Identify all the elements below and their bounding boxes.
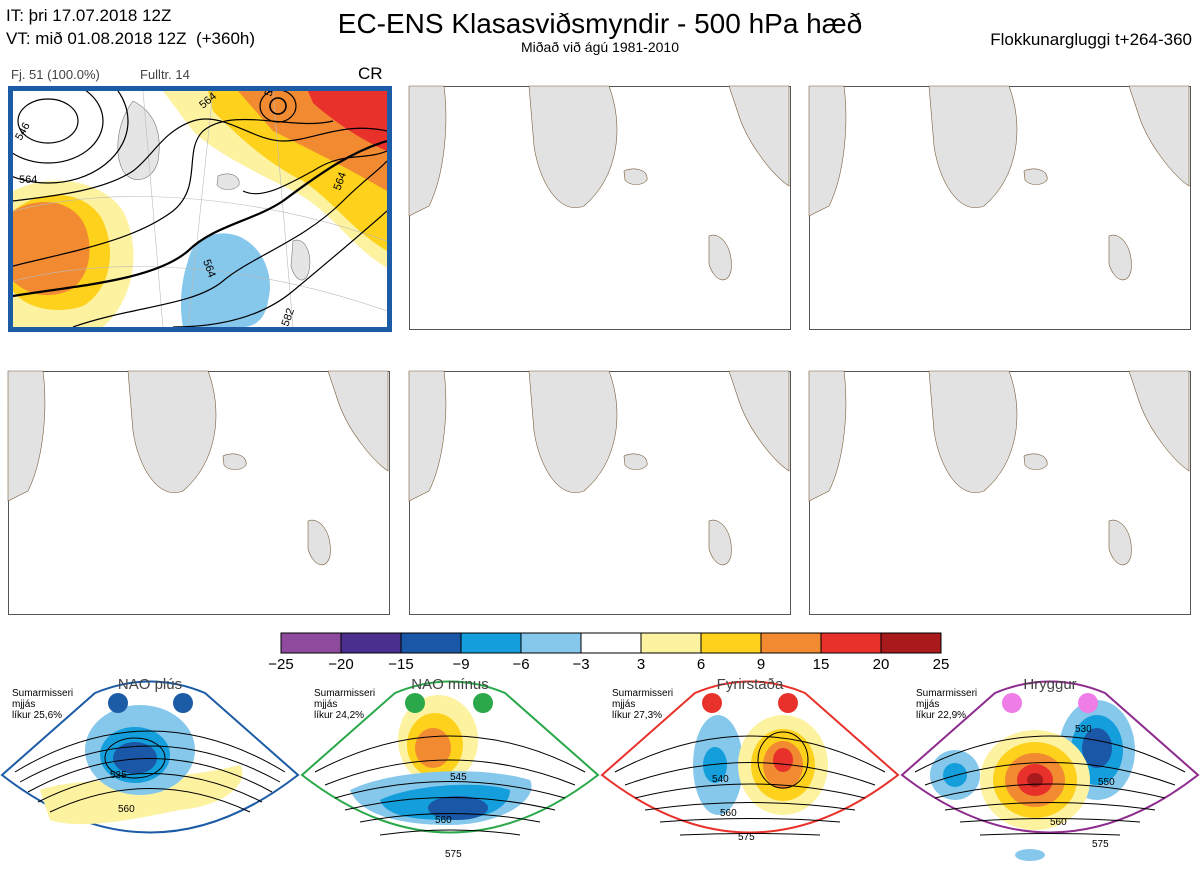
contour-label: 550 — [1098, 777, 1115, 788]
contour-label: 575 — [1092, 839, 1109, 850]
iceland-land — [216, 173, 240, 190]
contour-label: 560 — [720, 808, 737, 819]
colorbar-tick-label: −15 — [388, 656, 414, 673]
cluster-months: mjjás — [12, 699, 36, 710]
contour-label: 540 — [712, 774, 729, 785]
cluster-months: mjjás — [916, 699, 940, 710]
cluster-season: Sumarmisseri — [314, 688, 376, 699]
colorbar-tick-label: 6 — [696, 656, 706, 673]
cluster-season: Sumarmisseri — [12, 688, 74, 699]
cluster-title: NAO mínus — [411, 676, 489, 693]
colorbar-tick-label: −3 — [572, 656, 590, 673]
cluster-probability: líkur 22,9% — [916, 710, 967, 721]
colorbar-tick-label: −9 — [452, 656, 470, 673]
colorbar-tick-label: 15 — [812, 656, 830, 673]
contour-label: 560 — [435, 815, 452, 826]
graticule — [13, 91, 387, 327]
contour-label: 535 — [110, 770, 127, 781]
cluster-title: NAO plús — [117, 676, 183, 693]
contour-label: 560 — [1050, 817, 1067, 828]
colorbar-swatch — [820, 632, 882, 654]
cluster-info: Sumarmisseri mjjás líkur 24,2% — [314, 688, 375, 721]
contour-label: 564 — [332, 171, 350, 192]
vt-line: VT: mið 01.08.2018 12Z (+360h) — [6, 29, 256, 48]
page-title: EC-ENS Klasasviðsmyndir - 500 hPa hæð — [337, 8, 863, 39]
colorbar-swatch — [520, 632, 582, 654]
it-line: IT: þri 17.07.2018 12Z — [6, 6, 172, 25]
colorbar — [280, 632, 942, 654]
contour-label: 582 — [280, 307, 298, 327]
anomaly-west-strong — [13, 202, 90, 296]
cluster-info: Sumarmisseri mjjás líkur 22,9% — [916, 688, 977, 721]
colorbar-swatch — [400, 632, 462, 654]
cluster-info: Sumarmisseri mjjás líkur 27,3% — [612, 688, 673, 721]
cluster-probability: líkur 24,2% — [314, 710, 365, 721]
colorbar-swatch — [700, 632, 762, 654]
colorbar-swatch — [880, 632, 942, 654]
main-map-svg: 546 564 564 564 564 582 546 — [13, 91, 387, 327]
cluster-season: Sumarmisseri — [612, 688, 674, 699]
colorbar-swatch — [580, 632, 642, 654]
cluster-regimes: 535 560 545 560 575 540 — [0, 680, 1200, 861]
cluster-title: Hryggur — [1023, 676, 1077, 693]
cluster-nao-plus: 535 560 — [0, 680, 300, 834]
main-cluster-map: 546 564 564 564 564 582 546 — [8, 86, 392, 332]
representative-label: Fulltr. 14 — [140, 67, 190, 82]
contour-label: 564 — [19, 174, 37, 186]
contour-label: 530 — [1075, 724, 1092, 735]
colorbar-swatch — [460, 632, 522, 654]
colorbar-swatch — [340, 632, 402, 654]
contour-label: 575 — [738, 832, 755, 843]
contour-label: 546 — [263, 91, 281, 98]
colorbar-tick-label: 3 — [636, 656, 646, 673]
header-info: IT: þri 17.07.2018 12Z VT: mið 01.08.2018… — [6, 4, 255, 50]
colorbar-tick-label: 25 — [932, 656, 950, 673]
britain-land — [290, 239, 311, 281]
anomaly-positive-max — [308, 91, 387, 151]
height-contours — [13, 91, 387, 327]
colorbar-swatch — [760, 632, 822, 654]
cluster-title: Fyrirstaða — [716, 676, 784, 693]
cluster-info: Sumarmisseri mjjás líkur 25,6% — [12, 688, 73, 721]
cluster-months: mjjás — [612, 699, 636, 710]
window-label: Flokkunargluggi t+264-360 — [990, 30, 1192, 49]
colorbar-tick-label: −25 — [268, 656, 294, 673]
member-count: Fj. 51 (100.0%) — [11, 67, 100, 82]
contour-label: 560 — [118, 804, 135, 815]
colorbar-swatch — [640, 632, 702, 654]
cluster-probability: líkur 25,6% — [12, 710, 63, 721]
cluster-months: mjjás — [314, 699, 338, 710]
colorbar-tick-label: 20 — [872, 656, 890, 673]
contour-label: 545 — [450, 772, 467, 783]
regime-label: CR — [358, 64, 383, 83]
cluster-season: Sumarmisseri — [916, 688, 978, 699]
cluster-probability: líkur 27,3% — [612, 710, 663, 721]
contour-label: 575 — [445, 849, 462, 860]
colorbar-swatch — [280, 632, 342, 654]
contour-label: 564 — [200, 258, 218, 279]
colorbar-tick-label: −6 — [512, 656, 530, 673]
cluster-nao-minus: 545 560 575 — [300, 680, 600, 860]
cluster-blocking: 540 560 575 — [600, 680, 900, 843]
colorbar-tick-label: −20 — [328, 656, 354, 673]
cluster-ridge: 530 550 560 575 — [900, 680, 1200, 861]
page-subtitle: Miðað við ágú 1981-2010 — [520, 39, 679, 55]
anomaly-negative — [180, 233, 270, 327]
colorbar-tick-label: 9 — [756, 656, 766, 673]
